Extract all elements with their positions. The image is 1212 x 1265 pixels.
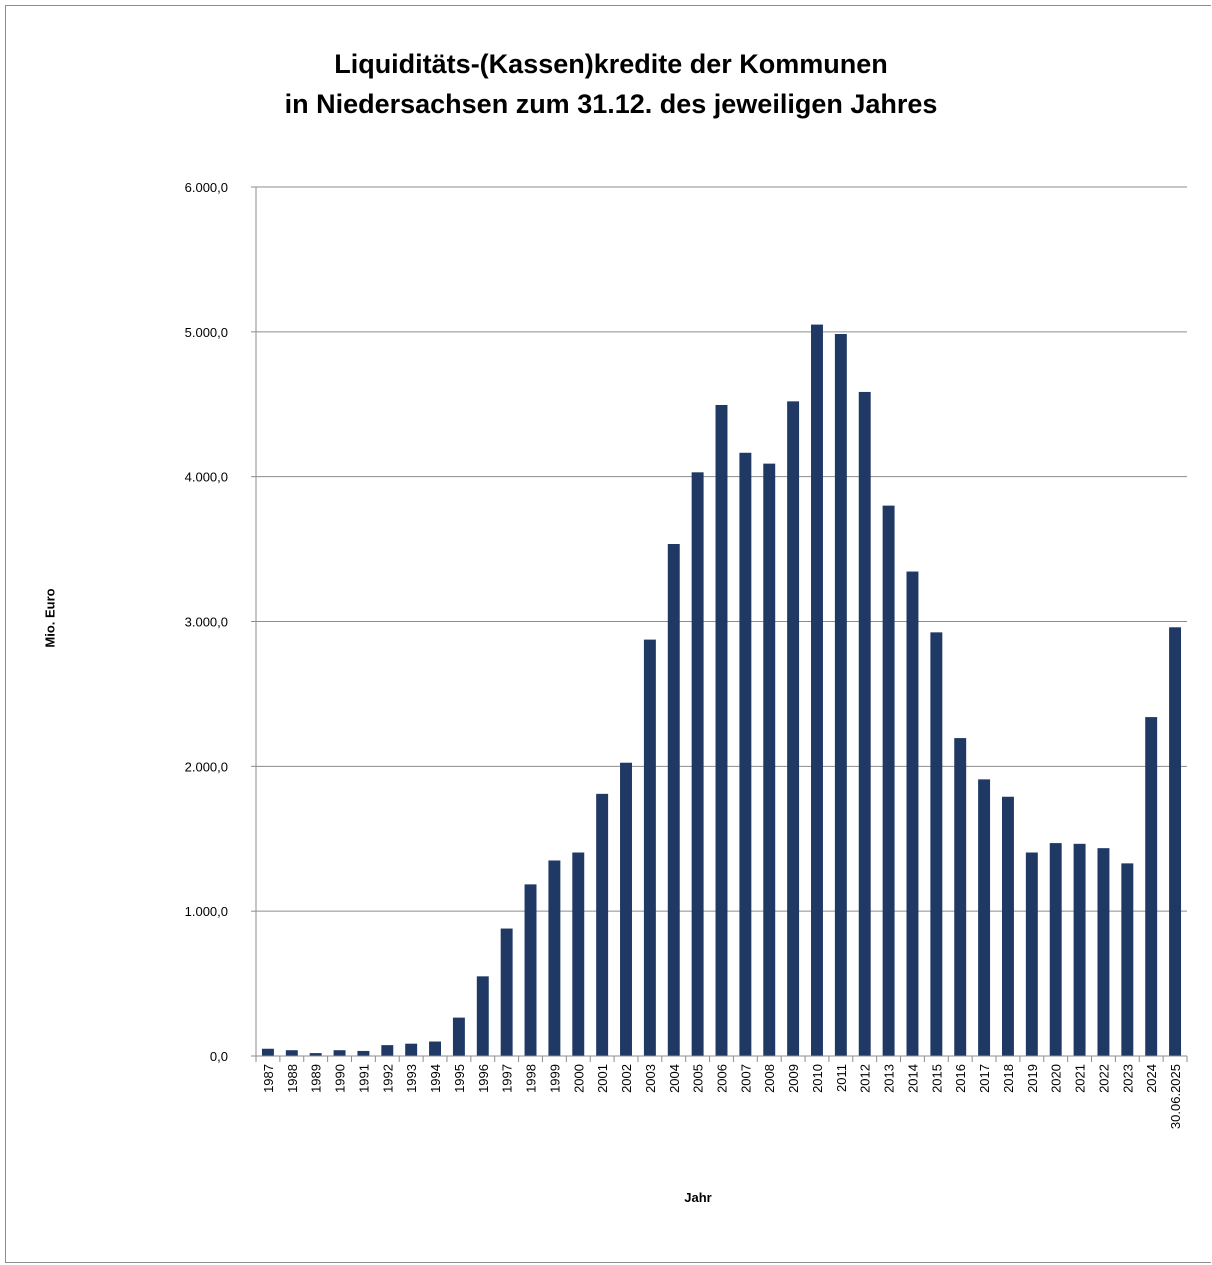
x-tick-label: 1995 (452, 1064, 467, 1093)
bar-2019 (1025, 852, 1038, 1056)
y-tick-label: 0,0 (210, 1049, 228, 1064)
x-tick-label: 2010 (810, 1064, 825, 1093)
bar-2017 (978, 779, 991, 1056)
x-tick-label: 2006 (715, 1064, 730, 1093)
bar-1999 (548, 860, 561, 1056)
bar-1993 (405, 1043, 418, 1056)
bar-2015 (930, 632, 943, 1056)
bar-1992 (381, 1045, 394, 1056)
x-tick-label: 30.06.2025 (1168, 1064, 1183, 1129)
chart-title-line1: Liquiditäts-(Kassen)kredite der Kommunen (334, 49, 888, 79)
bar-2004 (667, 544, 680, 1056)
bar-1998 (524, 884, 537, 1056)
x-tick-label: 1992 (380, 1064, 395, 1093)
bar-1991 (357, 1050, 370, 1056)
bar-2022 (1097, 848, 1110, 1056)
y-tick-label: 4.000,0 (185, 470, 228, 485)
x-axis-ticks: 1987 1988 1989 1990 1991 1992 1993 1994 1995 1996… (255, 1056, 1188, 1129)
axes (255, 187, 1187, 1057)
bar-2001 (596, 793, 609, 1056)
bar-1990 (333, 1050, 346, 1056)
x-tick-label: 2020 (1049, 1064, 1064, 1093)
bars (261, 324, 1182, 1057)
x-tick-label: 1988 (285, 1064, 300, 1093)
x-tick-label: 2007 (738, 1064, 753, 1093)
bar-1989 (309, 1053, 322, 1056)
x-tick-label: 2022 (1096, 1064, 1111, 1093)
x-tick-label: 2017 (977, 1064, 992, 1093)
x-tick-label: 2013 (882, 1064, 897, 1093)
x-axis-label: Jahr (684, 1190, 712, 1205)
bar-2008 (763, 463, 776, 1056)
chart-title-line2: in Niedersachsen zum 31.12. des jeweilig… (284, 89, 938, 119)
bar-1988 (285, 1050, 298, 1056)
x-tick-label: 2011 (834, 1064, 849, 1092)
bar-2014 (906, 571, 919, 1056)
bar-2016 (954, 738, 967, 1056)
x-tick-label: 2014 (905, 1064, 920, 1093)
x-tick-label: 2009 (786, 1064, 801, 1093)
chart-frame (5, 5, 1211, 1263)
bar-2023 (1121, 863, 1134, 1056)
x-tick-label: 2012 (858, 1064, 873, 1093)
x-tick-label: 1991 (356, 1064, 371, 1093)
x-tick-label: 1990 (333, 1064, 348, 1093)
bar-2010 (811, 324, 823, 1056)
bar-1994 (429, 1041, 442, 1056)
y-tick-label: 6.000,0 (185, 180, 228, 195)
bar-2009 (787, 401, 800, 1056)
x-tick-label: 2000 (571, 1064, 586, 1093)
x-tick-label: 2023 (1120, 1064, 1135, 1093)
bar-2018 (1001, 796, 1014, 1056)
x-tick-label: 2004 (667, 1064, 682, 1093)
x-tick-label: 2016 (953, 1064, 968, 1093)
bar-2024 (1145, 717, 1158, 1056)
x-tick-label: 1997 (500, 1064, 515, 1093)
x-tick-label: 1996 (476, 1064, 491, 1093)
bar-1997 (500, 928, 513, 1056)
x-tick-label: 2003 (643, 1064, 658, 1093)
x-tick-label: 2015 (929, 1064, 944, 1093)
x-tick-label: 1998 (524, 1064, 539, 1093)
x-tick-label: 2008 (762, 1064, 777, 1093)
x-tick-label: 1999 (547, 1064, 562, 1093)
bar-2007 (739, 452, 752, 1056)
x-tick-label: 1989 (309, 1064, 324, 1093)
bar-2002 (620, 762, 632, 1056)
x-tick-label: 1993 (404, 1064, 419, 1093)
bar-1987 (261, 1048, 274, 1056)
bar-2006 (715, 404, 728, 1057)
bar-30.06.2025 (1169, 627, 1182, 1056)
x-tick-label: 1994 (428, 1064, 443, 1093)
x-tick-label: 2021 (1073, 1064, 1088, 1093)
x-tick-label: 2002 (619, 1064, 634, 1093)
y-axis-ticks: 0,0 1.000,0 2.000,0 3.000,0 4.000,0 5.000,0 6.… (185, 180, 256, 1064)
bar-2011 (834, 334, 847, 1056)
bar-1995 (452, 1017, 465, 1056)
bar-1996 (476, 976, 489, 1056)
y-tick-label: 3.000,0 (185, 615, 228, 630)
x-tick-label: 2019 (1025, 1064, 1040, 1093)
chart-title: Liquiditäts-(Kassen)kredite der Kommunen… (0, 44, 1212, 124)
bar-2000 (572, 852, 585, 1056)
bar-2003 (643, 639, 656, 1056)
bar-2005 (691, 472, 704, 1056)
bar-2013 (882, 505, 895, 1057)
y-tick-label: 1.000,0 (185, 904, 228, 919)
bar-2021 (1073, 843, 1086, 1056)
bar-2020 (1049, 843, 1062, 1056)
y-tick-label: 5.000,0 (185, 325, 228, 340)
x-tick-label: 2005 (691, 1064, 706, 1093)
y-tick-label: 2.000,0 (185, 759, 228, 774)
x-tick-label: 1987 (261, 1064, 276, 1093)
x-tick-label: 2018 (1001, 1064, 1016, 1093)
x-tick-label: 2024 (1144, 1064, 1159, 1093)
x-tick-label: 2001 (595, 1064, 610, 1093)
bar-2012 (858, 391, 871, 1056)
